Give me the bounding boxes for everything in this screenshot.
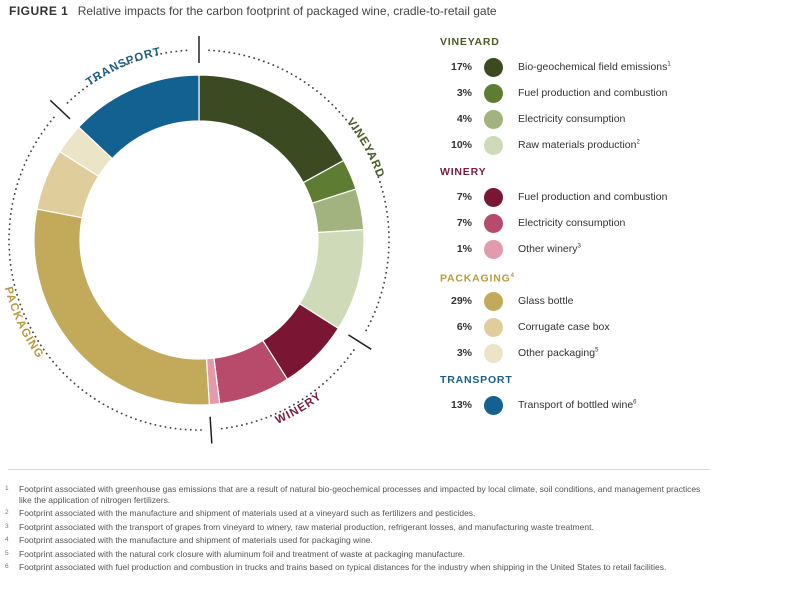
legend-value: 1% <box>456 243 472 255</box>
legend-group-vineyard: VINEYARD <box>440 36 500 48</box>
legend-swatch <box>484 109 503 129</box>
group-label-vineyard: VINEYARD <box>344 116 386 180</box>
legend-swatch <box>484 395 503 415</box>
footnote-number: 6 <box>5 563 9 570</box>
legend-item: 6% Corrugate case box <box>440 314 780 340</box>
legend-label: Other packaging5 <box>518 347 599 359</box>
footnotes: 1 Footprint associated with greenhouse ga… <box>5 484 710 576</box>
legend-swatch <box>484 291 503 311</box>
group-label-packaging: PACKAGING <box>2 285 46 361</box>
figure-label: FIGURE 1 <box>9 4 69 18</box>
footnote-number: 4 <box>5 536 9 543</box>
legend-item: 17% Bio-geochemical field emissions1 <box>440 54 780 80</box>
legend-group-winery: WINERY <box>440 166 487 178</box>
legend-item: 4% Electricity consumption <box>440 106 780 132</box>
legend-label: Glass bottle <box>518 295 574 307</box>
footnote-text: Footprint associated with the transport … <box>19 521 594 532</box>
legend-value: 29% <box>450 295 472 307</box>
figure-caption: Relative impacts for the carbon footprin… <box>77 4 497 18</box>
legend-label: Fuel production and combustion <box>518 191 668 203</box>
legend-swatch <box>484 57 503 77</box>
group-arc-transport <box>66 49 190 104</box>
legend-label: Fuel production and combustion <box>518 87 668 99</box>
footnote: 5 Footprint associated with the natural c… <box>5 549 710 560</box>
footnote-text: Footprint associated with fuel productio… <box>19 562 667 572</box>
footnote-number: 3 <box>5 522 9 530</box>
legend-swatch <box>484 213 503 233</box>
group-divider-tick <box>49 99 71 120</box>
footnote: 3 Footprint associated with the transport… <box>5 522 710 533</box>
footnote-text: Footprint associated with the manufactur… <box>19 535 373 545</box>
group-divider-tick <box>348 334 372 350</box>
slice-vineyard-bio-geochemical-field-emissions <box>198 74 345 184</box>
footnote-divider <box>8 469 710 470</box>
legend-label: Electricity consumption <box>518 217 626 229</box>
legend-item: 29% Glass bottle <box>440 288 780 314</box>
legend-label: Other winery3 <box>518 243 581 255</box>
legend-label: Raw materials production2 <box>518 139 640 151</box>
legend-swatch <box>484 239 503 259</box>
legend-label: Corrugate case box <box>518 321 610 333</box>
legend-value: 10% <box>450 139 472 151</box>
footnote-text: Footprint associated with greenhouse gas… <box>19 484 701 505</box>
footnote-text: Footprint associated with the natural co… <box>19 548 466 559</box>
legend-value: 7% <box>456 191 472 203</box>
slice-transport-transport-of-bottled-wine <box>77 74 200 160</box>
legend-label: Electricity consumption <box>518 113 626 125</box>
legend-group-transport: TRANSPORT <box>440 374 513 386</box>
legend-value: 17% <box>450 61 472 73</box>
group-arc-vineyard <box>208 49 390 335</box>
group-divider-tick <box>209 416 213 444</box>
footnote-text: Footprint associated with the manufactur… <box>19 508 476 518</box>
legend-value: 6% <box>456 321 472 333</box>
legend-swatch <box>484 317 503 337</box>
legend-item: 1% Other winery3 <box>440 236 780 262</box>
legend-swatch <box>484 83 503 103</box>
legend-swatch <box>484 343 503 363</box>
legend-group-packaging: PACKAGING4 <box>440 272 514 285</box>
legend-value: 7% <box>456 217 472 229</box>
legend-item: 7% Electricity consumption <box>440 210 780 236</box>
legend-label: Transport of bottled wine6 <box>518 399 637 411</box>
legend-value: 13% <box>450 399 472 411</box>
legend-item: 7% Fuel production and combustion <box>440 184 780 210</box>
footnote: 4 Footprint associated with the manufactu… <box>5 535 710 546</box>
legend-swatch <box>484 187 503 207</box>
legend-item: 3% Fuel production and combustion <box>440 80 780 106</box>
figure-title: FIGURE 1 Relative impacts for the carbon… <box>9 4 497 18</box>
footnote: 6 Footprint associated with fuel producti… <box>5 562 710 573</box>
legend-item: 3% Other packaging5 <box>440 340 780 366</box>
footnote-number: 2 <box>5 509 9 516</box>
footnote: 1 Footprint associated with greenhouse ga… <box>5 484 710 505</box>
legend-value: 3% <box>456 87 472 99</box>
legend-value: 4% <box>456 113 472 125</box>
legend-item: 10% Raw materials production2 <box>440 132 780 158</box>
footnote: 2 Footprint associated with the manufactu… <box>5 508 710 519</box>
footnote-number: 1 <box>5 485 9 492</box>
group-label-winery: WINERY <box>274 390 324 427</box>
legend-item: 13% Transport of bottled wine6 <box>440 392 780 418</box>
slice-packaging-glass-bottle <box>33 208 210 406</box>
legend-label: Bio-geochemical field emissions1 <box>518 61 671 73</box>
footnote-number: 5 <box>5 549 9 557</box>
chart-legend: VINEYARD 17% Bio-geochemical field emissio… <box>440 34 780 418</box>
legend-swatch <box>484 135 503 155</box>
legend-value: 3% <box>456 347 472 359</box>
